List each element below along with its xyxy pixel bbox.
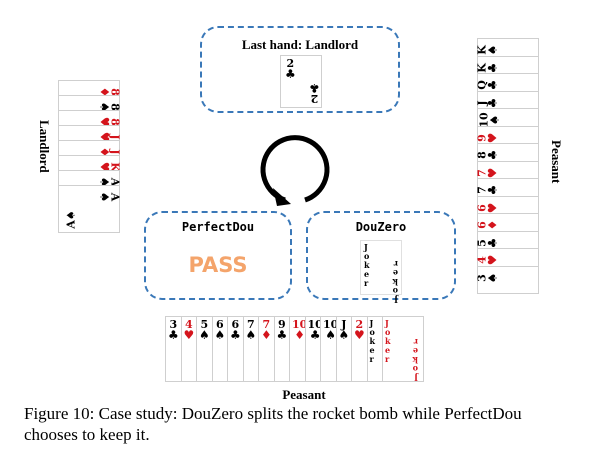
- suit-icon: ♣: [309, 328, 321, 342]
- suit-icon: ♣: [276, 328, 288, 342]
- suit-icon: ♣: [485, 149, 500, 161]
- joker-label: Joker: [364, 242, 370, 288]
- douzero-title: DouZero: [355, 220, 407, 234]
- suit-icon: ♣: [485, 237, 500, 248]
- bottom-peasant-card-rank: 2: [355, 318, 364, 331]
- landlord-card-inverted-index: A♠: [64, 210, 78, 229]
- right-peasant-hand: K ♠ K ♣ Q ♣ J ♣ 10 ♠ 9 ♥ 8 ♣ 7 ♥ 7 ♣ 6 ♥ 6 ♦ 5 ♣ 4 ♥ 3 ♠: [475, 38, 541, 294]
- suit-icon: ♥: [485, 167, 500, 178]
- last-hand-title: Last hand: Landlord: [241, 37, 359, 52]
- suit-icon: ♠: [485, 272, 500, 283]
- joker-label-inverted: Joker: [412, 337, 418, 383]
- bottom-peasant-card-rank: J: [341, 318, 347, 331]
- joker-label: Joker: [369, 318, 376, 364]
- bottom-peasant-card-rank: 4: [185, 318, 193, 331]
- last-hand-box: [200, 26, 400, 113]
- douzero-box: [306, 211, 456, 300]
- landlord-label: Landlord: [37, 120, 52, 173]
- suit-icon: ♠: [97, 191, 112, 203]
- bottom-peasant-card-rank: 9: [278, 318, 286, 331]
- last-hand-card-rank: 2: [286, 57, 295, 70]
- suit-icon: ♥: [485, 254, 500, 266]
- bottom-peasant-card-rank: 10: [292, 318, 308, 331]
- right-peasant-card-13: 3 ♠: [475, 265, 539, 294]
- suit-icon: ♦: [261, 328, 272, 342]
- suit-icon: ♣: [485, 79, 500, 91]
- figure-caption: Figure 10: Case study: DouZero splits th…: [24, 404, 522, 444]
- landlord-hand: 8 ♦ 8 ♠ 8 ♥ J ♥ J ♦ K ♥ A ♠ A ♠ A♠: [58, 80, 122, 240]
- bottom-peasant-card-rank: 7: [247, 318, 255, 331]
- suit-icon: ♠: [199, 328, 210, 342]
- bottom-peasant-card-rank: 7: [262, 318, 271, 331]
- suit-icon: ♥: [485, 202, 500, 213]
- right-peasant-label: Peasant: [549, 140, 564, 184]
- joker-label: Joker: [385, 318, 391, 364]
- bottom-peasant-card-rank: 10: [323, 318, 339, 331]
- perfectdou-title: PerfectDou: [181, 220, 255, 234]
- suit-icon: ♣: [485, 184, 500, 196]
- bottom-peasant-label: Peasant: [282, 387, 326, 402]
- cycle-arrow-icon: [260, 135, 330, 206]
- suit-icon: ♦: [294, 328, 306, 342]
- suit-icon: ♣: [485, 62, 500, 73]
- bottom-peasant-red-joker-card: Joker Joker: [382, 316, 424, 383]
- suit-icon: ♠: [325, 328, 337, 342]
- bottom-peasant-card-rank: 10: [307, 318, 323, 331]
- club-icon: ♣: [309, 81, 320, 95]
- bottom-peasant-card-rank: 6: [231, 318, 240, 331]
- bottom-peasant-hand: 3 ♣ 4 ♥ 5 ♠ 6 ♠ 6 ♣ 7 ♠ 7 ♦ 9 ♣ 10 ♦ 10 ♣ 10 ♠ J ♠ 2 ♥ Joker Joker J…: [165, 316, 443, 384]
- suit-icon: ♣: [230, 328, 241, 342]
- suit-icon: ♦: [485, 219, 500, 231]
- suit-icon: ♣: [485, 97, 500, 108]
- bottom-peasant-card-rank: 5: [200, 318, 209, 331]
- suit-icon: ♠: [485, 44, 500, 56]
- landlord-card-7: A ♠: [58, 185, 122, 233]
- pass-action: PASS: [188, 253, 248, 277]
- bottom-peasant-card-rank: 6: [216, 318, 224, 331]
- suit-icon: ♣: [168, 328, 179, 342]
- suit-icon: ♠: [214, 328, 226, 342]
- perfectdou-box: [144, 211, 292, 300]
- joker-label-inverted: Joker: [392, 259, 398, 305]
- suit-icon: ♠: [338, 328, 350, 342]
- douzero-joker-card: Joker Joker: [360, 240, 402, 305]
- suit-icon: ♥: [183, 328, 195, 342]
- bottom-peasant-card-rank: 3: [169, 318, 178, 331]
- club-icon: ♣: [285, 67, 296, 81]
- suit-icon: ♥: [485, 132, 500, 143]
- suit-icon: ♠: [245, 328, 257, 342]
- suit-icon: ♥: [354, 328, 365, 342]
- last-hand-card: 2 ♣ 2 ♣: [280, 55, 322, 108]
